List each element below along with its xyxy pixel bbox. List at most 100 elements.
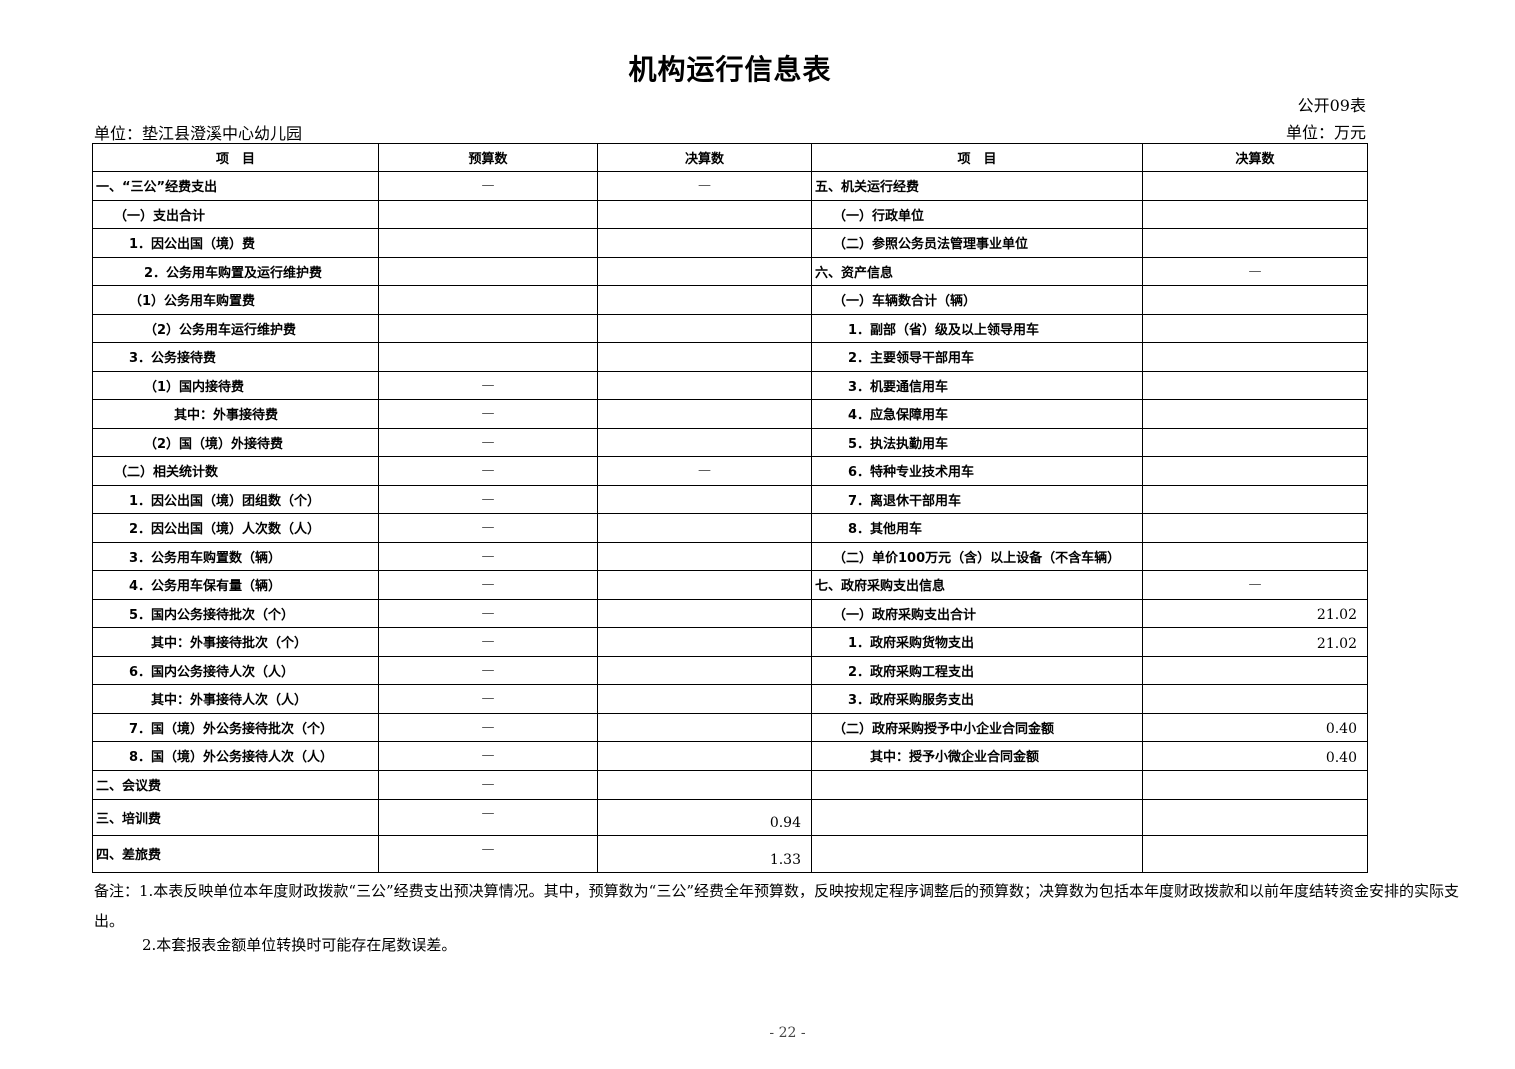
final-value-right — [1142, 655, 1368, 685]
final-value-right: 0.40 — [1142, 712, 1368, 742]
final-value-left: — — [597, 456, 812, 486]
budget-value: — — [378, 541, 598, 571]
currency-unit: 单位：万元 — [1285, 123, 1366, 142]
budget-value — [378, 199, 598, 229]
item-left: 1．因公出国（境）费 — [92, 228, 379, 258]
form-number: 公开09表 — [1297, 96, 1366, 115]
item-left: 7．国（境）外公务接待批次（个） — [92, 712, 379, 742]
table-row: 1．因公出国（境）团组数（个） — 7．离退休干部用车 — [92, 484, 1368, 514]
budget-value — [378, 285, 598, 315]
table-row: 3．公务用车购置数（辆） — （二）单价100万元（含）以上设备（不含车辆） — [92, 541, 1368, 571]
header-final-right: 决算数 — [1142, 143, 1368, 172]
table-row: 5．国内公务接待批次（个） — （一）政府采购支出合计 21.02 — [92, 598, 1368, 628]
item-left: 3．公务用车购置数（辆） — [92, 541, 379, 571]
item-left: （一）支出合计 — [92, 199, 379, 229]
header-item-left: 项 目 — [92, 143, 379, 172]
table-row: 4．公务用车保有量（辆） — 七、政府采购支出信息 — — [92, 570, 1368, 600]
item-left: （2）国（境）外接待费 — [92, 427, 379, 457]
final-value-right — [1142, 370, 1368, 400]
item-right: （一）车辆数合计（辆） — [811, 285, 1143, 315]
table-row: 其中：外事接待费 — 4．应急保障用车 — [92, 399, 1368, 429]
item-right: 7．离退休干部用车 — [811, 484, 1143, 514]
final-value-left — [597, 484, 812, 514]
final-value-right — [1142, 541, 1368, 571]
final-value-left — [597, 370, 812, 400]
budget-value: — — [378, 769, 598, 800]
final-value-right: — — [1142, 256, 1368, 286]
final-value-left — [597, 427, 812, 457]
table-row: 1．因公出国（境）费 （二）参照公务员法管理事业单位 — [92, 228, 1368, 258]
final-value-left — [597, 228, 812, 258]
final-value-right — [1142, 171, 1368, 201]
item-left: 2．因公出国（境）人次数（人） — [92, 513, 379, 543]
budget-value: — — [378, 456, 598, 486]
item-right: 3．政府采购服务支出 — [811, 684, 1143, 714]
budget-value — [378, 256, 598, 286]
final-value-right — [1142, 684, 1368, 714]
budget-value — [378, 342, 598, 372]
item-right: （二）参照公务员法管理事业单位 — [811, 228, 1143, 258]
item-left: 四、差旅费 — [92, 834, 379, 873]
table-row: 8．国（境）外公务接待人次（人） — 其中：授予小微企业合同金额 0.40 — [92, 741, 1368, 771]
final-value-right: 21.02 — [1142, 627, 1368, 657]
item-right: （二）单价100万元（含）以上设备（不含车辆） — [811, 541, 1143, 571]
item-left: 2．公务用车购置及运行维护费 — [92, 256, 379, 286]
final-value-right — [1142, 427, 1368, 457]
note-1: 备注：1.本表反映单位本年度财政拨款“三公”经费支出预决算情况。其中，预算数为“… — [94, 882, 1459, 930]
table-row: （2）公务用车运行维护费 1．副部（省）级及以上领导用车 — [92, 313, 1368, 343]
item-left: 其中：外事接待批次（个） — [92, 627, 379, 657]
item-right — [811, 769, 1143, 800]
page-number: - 22 - — [769, 1025, 806, 1041]
item-left: （1）公务用车购置费 — [92, 285, 379, 315]
final-value-right — [1142, 228, 1368, 258]
item-right: （一）政府采购支出合计 — [811, 598, 1143, 628]
item-right — [811, 798, 1143, 836]
final-value-left — [597, 399, 812, 429]
item-left: 一、“三公”经费支出 — [92, 171, 379, 201]
final-value-left: 1.33 — [597, 834, 812, 873]
final-value-right — [1142, 769, 1368, 800]
final-value-left — [597, 199, 812, 229]
final-value-left — [597, 598, 812, 628]
item-left: 4．公务用车保有量（辆） — [92, 570, 379, 600]
budget-value: — — [378, 399, 598, 429]
item-left: （2）公务用车运行维护费 — [92, 313, 379, 343]
table-row: 其中：外事接待人次（人） — 3．政府采购服务支出 — [92, 684, 1368, 714]
final-value-left — [597, 769, 812, 800]
budget-value: — — [378, 513, 598, 543]
final-value-right: 0.40 — [1142, 741, 1368, 771]
item-right: 2．主要领导干部用车 — [811, 342, 1143, 372]
final-value-right — [1142, 313, 1368, 343]
budget-value — [378, 228, 598, 258]
table-row: 一、“三公”经费支出 — — 五、机关运行经费 — [92, 171, 1368, 201]
budget-value: — — [378, 655, 598, 685]
budget-value: — — [378, 370, 598, 400]
item-left: 8．国（境）外公务接待人次（人） — [92, 741, 379, 771]
header-final-left: 决算数 — [597, 143, 812, 172]
item-right: 8．其他用车 — [811, 513, 1143, 543]
item-right: 六、资产信息 — [811, 256, 1143, 286]
item-right: 3．机要通信用车 — [811, 370, 1143, 400]
final-value-left — [597, 513, 812, 543]
table-row: 其中：外事接待批次（个） — 1．政府采购货物支出 21.02 — [92, 627, 1368, 657]
item-right: 2．政府采购工程支出 — [811, 655, 1143, 685]
item-left: 3．公务接待费 — [92, 342, 379, 372]
table-row: 二、会议费 — — [92, 769, 1368, 800]
final-value-right — [1142, 513, 1368, 543]
note-2: 2.本套报表金额单位转换时可能存在尾数误差。 — [142, 936, 457, 954]
header-item-right: 项 目 — [811, 143, 1143, 172]
item-left: 6．国内公务接待人次（人） — [92, 655, 379, 685]
item-left: 其中：外事接待费 — [92, 399, 379, 429]
item-left: （1）国内接待费 — [92, 370, 379, 400]
item-right: 1．副部（省）级及以上领导用车 — [811, 313, 1143, 343]
item-right: 七、政府采购支出信息 — [811, 570, 1143, 600]
item-right: 4．应急保障用车 — [811, 399, 1143, 429]
budget-value: — — [378, 798, 598, 836]
final-value-right — [1142, 285, 1368, 315]
item-left: 二、会议费 — [92, 769, 379, 800]
item-right: 五、机关运行经费 — [811, 171, 1143, 201]
table-row: （1）公务用车购置费 （一）车辆数合计（辆） — [92, 285, 1368, 315]
table-row: 3．公务接待费 2．主要领导干部用车 — [92, 342, 1368, 372]
budget-value: — — [378, 741, 598, 771]
final-value-left — [597, 285, 812, 315]
